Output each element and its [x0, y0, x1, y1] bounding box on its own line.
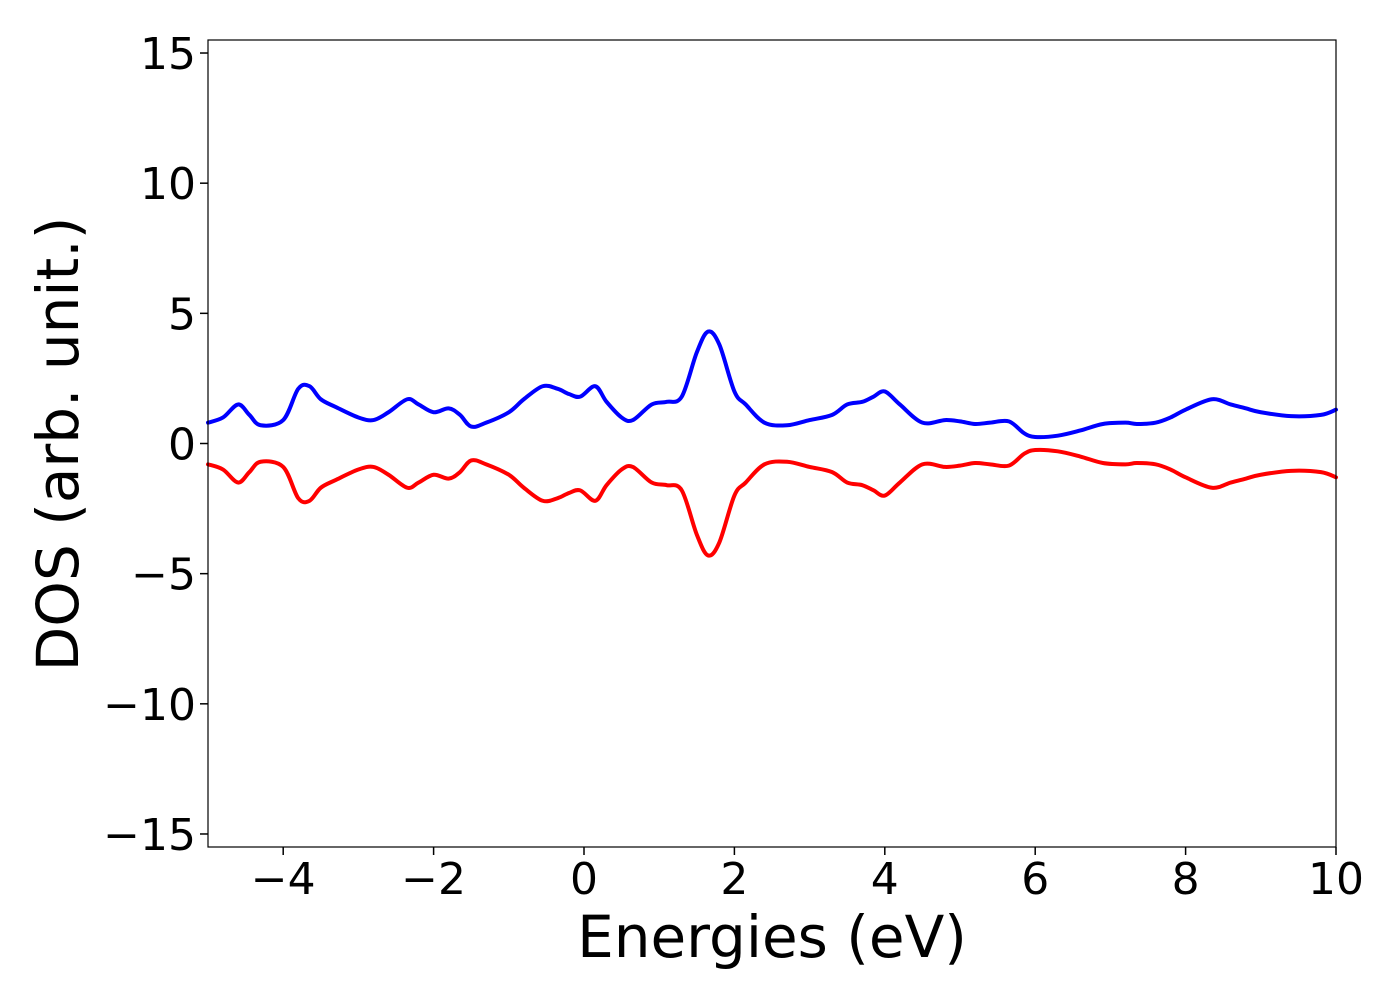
x-tick-label: 10	[1308, 854, 1364, 905]
series-layer	[206, 329, 1338, 558]
x-tick-label: −2	[401, 854, 466, 905]
y-tick-label: −10	[103, 680, 196, 731]
series-line-positive	[206, 329, 1338, 440]
x-tick-label: 0	[570, 854, 598, 905]
x-tick-label: 6	[1021, 854, 1049, 905]
y-axis-label: DOS (arb. unit.)	[24, 217, 92, 672]
y-tick-label: 10	[140, 159, 196, 210]
y-tick-label: 5	[168, 289, 196, 340]
x-tick-label: 4	[871, 854, 899, 905]
x-tick-label: 8	[1172, 854, 1200, 905]
series-line-negative	[206, 447, 1338, 558]
x-tick-label: 2	[720, 854, 748, 905]
y-axis-ticks: −15 −10 −5 0 5 10 15	[103, 29, 208, 861]
x-tick-label: −4	[251, 854, 316, 905]
y-tick-label: 0	[168, 420, 196, 471]
x-axis-ticks: −4 −2 0 2 4 6 8 10	[251, 847, 1364, 905]
y-tick-label: −5	[131, 550, 196, 601]
x-axis-label: Energies (eV)	[577, 903, 967, 971]
y-tick-label: 15	[140, 29, 196, 80]
plot-frame	[207, 39, 1337, 848]
y-tick-label: −15	[103, 810, 196, 861]
